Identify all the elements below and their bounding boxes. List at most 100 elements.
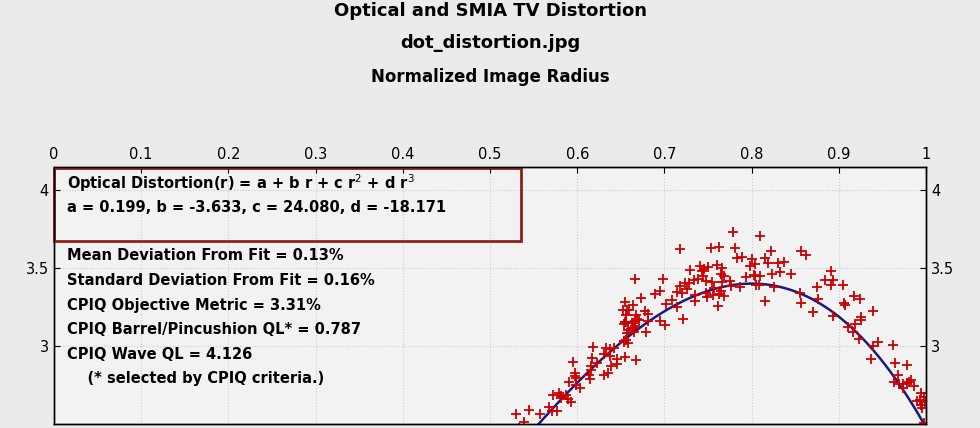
Point [709, 261, 724, 268]
Text: dot_distortion.jpg: dot_distortion.jpg [400, 34, 580, 52]
Point [913, 405, 929, 412]
Point [865, 308, 881, 315]
Point [913, 423, 929, 428]
Point [758, 297, 773, 304]
Point [620, 339, 636, 346]
Text: CPIQ Wave QL = 4.126: CPIQ Wave QL = 4.126 [67, 347, 252, 362]
Point [752, 282, 767, 288]
Point [705, 292, 720, 299]
Point [809, 284, 825, 291]
Point [798, 252, 813, 259]
Point [722, 277, 738, 284]
Point [865, 342, 881, 349]
Point [551, 390, 566, 397]
Point [568, 375, 584, 382]
Point [568, 382, 584, 389]
Point [687, 291, 703, 298]
Point [734, 253, 750, 260]
Point [583, 363, 599, 369]
Point [682, 267, 698, 274]
Point [567, 369, 583, 376]
Point [679, 285, 695, 292]
Point [681, 279, 697, 286]
Point [886, 379, 902, 386]
Point [669, 304, 685, 311]
Point [698, 290, 713, 297]
Point [854, 316, 869, 323]
Point [890, 372, 906, 379]
Point [909, 426, 925, 428]
Point [686, 276, 702, 283]
Point [760, 260, 776, 267]
Point [744, 256, 760, 262]
Point [542, 404, 558, 410]
Point [597, 372, 612, 379]
Point [610, 356, 625, 363]
Point [626, 324, 642, 331]
Point [625, 325, 641, 332]
Point [616, 338, 632, 345]
Point [714, 265, 730, 271]
Point [602, 353, 617, 360]
Text: Standard Deviation From Fit = 0.16%: Standard Deviation From Fit = 0.16% [67, 273, 374, 288]
Point [901, 379, 916, 386]
Point [610, 361, 625, 368]
Point [697, 265, 712, 272]
Point [762, 247, 778, 254]
Point [692, 262, 708, 269]
Point [725, 229, 741, 235]
Point [657, 321, 672, 328]
Point [742, 262, 758, 269]
Point [628, 311, 644, 318]
Point [653, 288, 668, 294]
Point [748, 261, 763, 268]
Point [851, 336, 866, 343]
Point [899, 362, 914, 369]
Point [900, 379, 915, 386]
Point [909, 398, 925, 404]
Point [572, 385, 588, 392]
Text: CPIQ Objective Metric = 3.31%: CPIQ Objective Metric = 3.31% [67, 298, 320, 313]
Text: Optical Distortion(r) = a + b r + c r$^2$ + d r$^3$: Optical Distortion(r) = a + b r + c r$^2… [67, 172, 415, 194]
Point [854, 313, 869, 320]
Point [647, 290, 662, 297]
Point [618, 312, 634, 318]
Point [835, 281, 851, 288]
Point [618, 318, 634, 325]
Point [675, 316, 691, 323]
Point [625, 302, 641, 309]
Point [549, 407, 564, 414]
Point [585, 343, 601, 350]
Point [841, 323, 857, 330]
Point [825, 276, 841, 283]
Point [638, 307, 654, 314]
Point [792, 289, 808, 296]
Point [567, 372, 583, 379]
Point [617, 318, 633, 325]
Text: Normalized Image Radius: Normalized Image Radius [370, 68, 610, 86]
Point [554, 392, 569, 399]
Text: (* selected by CPIQ criteria.): (* selected by CPIQ criteria.) [67, 371, 324, 386]
Point [706, 285, 721, 292]
Point [640, 310, 656, 317]
Point [582, 375, 598, 382]
Point [617, 353, 633, 360]
Point [603, 363, 618, 369]
Point [723, 282, 739, 289]
Point [911, 397, 927, 404]
Point [713, 279, 729, 285]
Point [658, 300, 673, 307]
Point [727, 244, 743, 251]
Point [793, 247, 808, 254]
Point [716, 273, 732, 279]
Point [627, 318, 643, 325]
Point [607, 345, 622, 352]
Point [656, 275, 671, 282]
Point [616, 320, 632, 327]
Point [563, 398, 578, 405]
Point [521, 407, 537, 413]
Text: CPIQ Barrel/Pincushion QL* = 0.787: CPIQ Barrel/Pincushion QL* = 0.787 [67, 322, 361, 337]
Point [617, 299, 633, 306]
Point [633, 294, 649, 301]
Point [913, 390, 929, 397]
